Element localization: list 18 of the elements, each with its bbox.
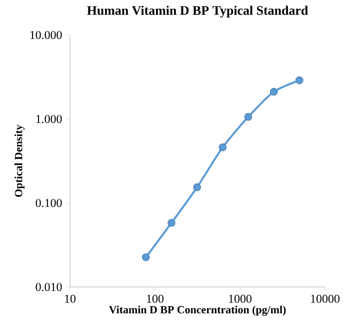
y-axis-title: Optical Density bbox=[14, 124, 25, 197]
y-tick-label: 0.100 bbox=[36, 198, 62, 208]
point bbox=[168, 218, 176, 227]
x-tick-label: 10000 bbox=[311, 294, 340, 303]
x-axis-title: Vitamin D BP Concerntration (pg/ml) bbox=[108, 306, 286, 316]
y-tick-label: 0.010 bbox=[36, 282, 62, 292]
x-tick-label: 100 bbox=[147, 294, 164, 303]
point bbox=[296, 76, 304, 84]
x-tick-label: 10 bbox=[65, 294, 76, 303]
y-tick-label: 1.000 bbox=[36, 114, 62, 124]
chart-title: Human Vitamin D BP Typical Standard bbox=[87, 6, 308, 18]
point bbox=[142, 253, 150, 262]
point bbox=[270, 88, 278, 96]
point bbox=[244, 112, 252, 121]
y-tick-label: 10.000 bbox=[30, 30, 62, 40]
x-tick-label: 1000 bbox=[229, 294, 252, 303]
point bbox=[218, 143, 227, 152]
point bbox=[193, 183, 201, 192]
